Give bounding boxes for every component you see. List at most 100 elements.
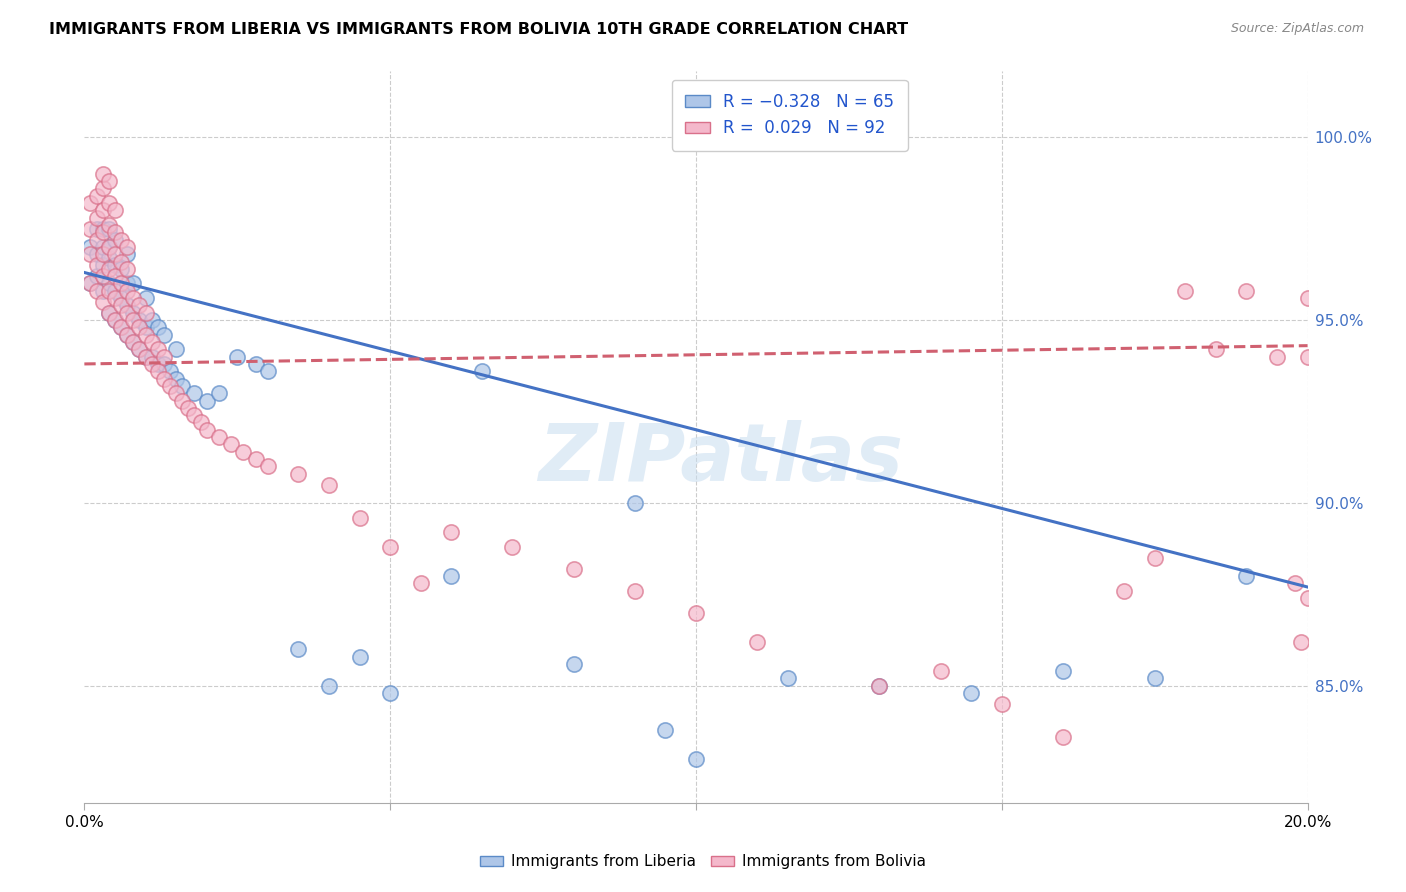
Point <box>747 635 769 649</box>
Point <box>128 298 150 312</box>
Point <box>97 196 120 211</box>
Point <box>153 357 176 371</box>
Point <box>104 313 127 327</box>
Point <box>960 686 983 700</box>
Point <box>97 261 120 276</box>
Point <box>257 459 280 474</box>
Point <box>122 277 145 291</box>
Point <box>349 649 371 664</box>
Point <box>97 306 120 320</box>
Point <box>562 657 585 671</box>
Point <box>1296 291 1319 305</box>
Point <box>135 306 157 320</box>
Point <box>91 247 114 261</box>
Point <box>380 686 402 700</box>
Point <box>110 291 132 305</box>
Point <box>122 291 145 305</box>
Point <box>115 327 138 342</box>
Point <box>219 437 242 451</box>
Point <box>245 452 267 467</box>
Point <box>1296 350 1319 364</box>
Point <box>128 343 150 357</box>
Point <box>190 416 212 430</box>
Point <box>110 254 132 268</box>
Point <box>91 240 114 254</box>
Point <box>1296 591 1319 605</box>
Point <box>79 277 101 291</box>
Point <box>440 525 463 540</box>
Point <box>159 379 181 393</box>
Point <box>153 371 176 385</box>
Point <box>208 430 231 444</box>
Point <box>991 697 1014 711</box>
Point <box>318 679 340 693</box>
Point <box>122 334 145 349</box>
Point <box>91 221 114 235</box>
Point <box>165 386 187 401</box>
Point <box>110 320 132 334</box>
Point <box>115 284 138 298</box>
Point <box>502 540 524 554</box>
Point <box>1052 730 1074 744</box>
Point <box>91 284 114 298</box>
Point <box>122 306 145 320</box>
Point <box>86 233 108 247</box>
Point <box>115 261 138 276</box>
Point <box>226 350 249 364</box>
Point <box>122 334 145 349</box>
Point <box>115 306 138 320</box>
Point <box>104 284 127 298</box>
Point <box>104 269 127 284</box>
Point <box>287 642 309 657</box>
Point <box>79 221 101 235</box>
Point <box>183 386 205 401</box>
Point <box>91 203 114 218</box>
Point <box>141 350 163 364</box>
Point <box>135 350 157 364</box>
Point <box>172 379 194 393</box>
Point <box>195 393 218 408</box>
Point <box>91 181 114 195</box>
Point <box>97 218 120 232</box>
Point <box>128 320 150 334</box>
Point <box>1284 576 1306 591</box>
Point <box>86 247 108 261</box>
Point <box>110 233 132 247</box>
Point <box>141 334 163 349</box>
Point <box>104 291 127 305</box>
Legend: R = −0.328   N = 65, R =  0.029   N = 92: R = −0.328 N = 65, R = 0.029 N = 92 <box>672 79 908 151</box>
Point <box>153 327 176 342</box>
Point <box>97 221 120 235</box>
Point <box>1205 343 1227 357</box>
Point <box>79 277 101 291</box>
Point <box>91 167 114 181</box>
Point <box>1236 284 1258 298</box>
Point <box>685 752 707 766</box>
Point <box>79 196 101 211</box>
Point <box>1052 664 1074 678</box>
Point <box>110 320 132 334</box>
Point <box>177 401 200 415</box>
Point <box>122 313 145 327</box>
Point <box>1143 672 1166 686</box>
Point <box>91 269 114 284</box>
Point <box>471 364 494 378</box>
Point <box>1114 583 1136 598</box>
Point <box>440 569 463 583</box>
Point <box>86 258 108 272</box>
Point <box>110 277 132 291</box>
Point <box>91 294 114 309</box>
Point <box>115 327 138 342</box>
Point <box>146 343 169 357</box>
Point <box>86 188 108 202</box>
Point <box>104 247 127 261</box>
Point <box>97 306 120 320</box>
Point <box>195 423 218 437</box>
Point <box>1174 284 1197 298</box>
Point <box>183 408 205 422</box>
Point <box>104 313 127 327</box>
Point <box>128 313 150 327</box>
Text: IMMIGRANTS FROM LIBERIA VS IMMIGRANTS FROM BOLIVIA 10TH GRADE CORRELATION CHART: IMMIGRANTS FROM LIBERIA VS IMMIGRANTS FR… <box>49 22 908 37</box>
Point <box>135 320 157 334</box>
Point <box>257 364 280 378</box>
